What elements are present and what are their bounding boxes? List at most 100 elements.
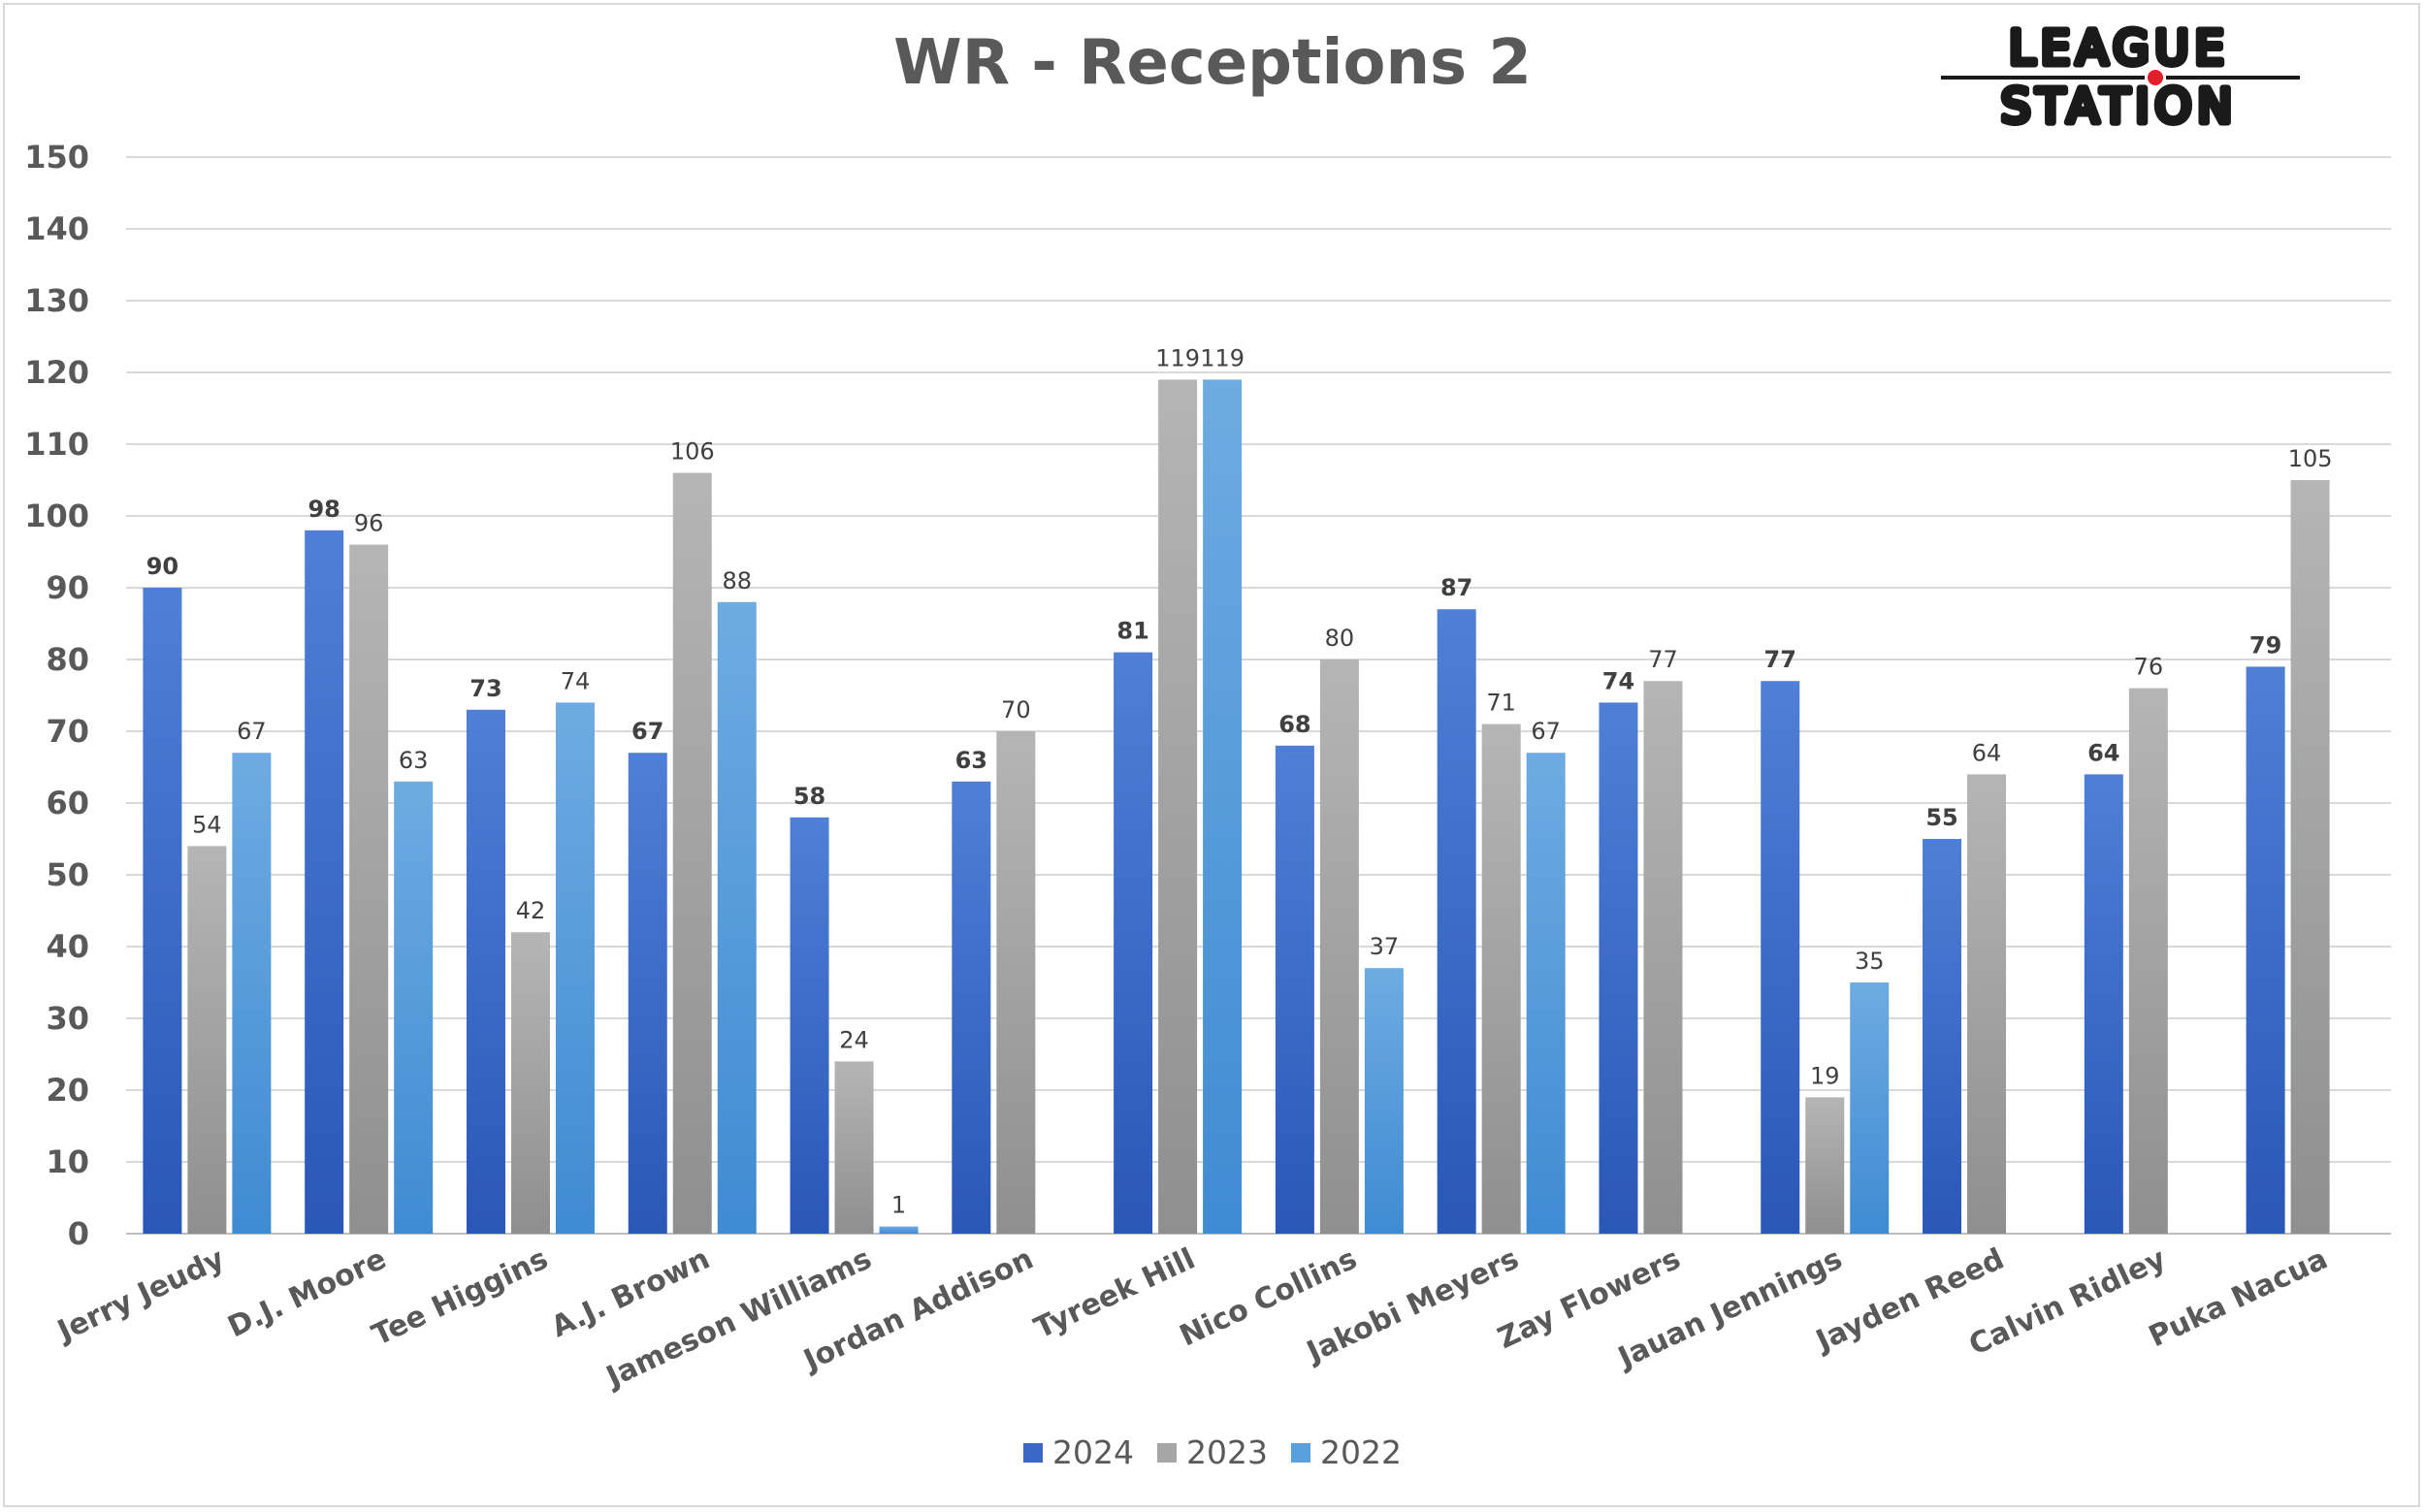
x-category-label: Tee Higgins (367, 1242, 553, 1353)
data-label-2024: 64 (2087, 739, 2119, 766)
bar-2024 (466, 709, 505, 1234)
legend-item-2023: 2023 (1157, 1433, 1268, 1471)
data-label-2022: 67 (237, 718, 267, 745)
y-tick-label: 20 (46, 1072, 89, 1109)
bar-2024 (1923, 839, 1962, 1234)
legend-label: 2022 (1319, 1433, 1402, 1471)
league-station-logo: LEAGUE STATION (1941, 21, 2300, 136)
y-tick-label: 150 (24, 139, 89, 176)
data-label-2024: 90 (146, 553, 178, 580)
y-tick-label: 120 (24, 354, 89, 391)
bar-2022 (1526, 753, 1566, 1234)
bar-2024 (1761, 681, 1800, 1234)
bar-2022 (717, 601, 757, 1234)
legend-swatch (1157, 1443, 1177, 1463)
bar-2023 (2290, 480, 2330, 1234)
data-label-2023: 76 (2134, 654, 2164, 681)
data-label-2023: 42 (516, 897, 546, 924)
data-label-2023: 19 (1810, 1062, 1840, 1089)
data-label-2023: 54 (192, 811, 222, 838)
legend-swatch (1023, 1443, 1044, 1463)
bars (143, 379, 2330, 1235)
bar-2023 (1319, 659, 1359, 1234)
data-label-2022: 63 (399, 747, 429, 774)
bar-2022 (879, 1226, 919, 1234)
y-tick-label: 70 (46, 713, 89, 750)
data-label-2022: 67 (1531, 718, 1561, 745)
bar-2024 (2084, 774, 2123, 1234)
legend: 2024 2023 2022 (0, 1433, 2425, 1471)
bar-2023 (187, 846, 227, 1234)
bar-2024 (143, 588, 182, 1234)
bar-2024 (628, 753, 667, 1234)
data-label-2023: 70 (1001, 696, 1031, 724)
data-label-2023: 96 (354, 510, 384, 537)
logo-line1: LEAGUE (2009, 21, 2230, 76)
y-axis-ticks: 0 10 20 30 40 50 60 70 80 90 100 110 120 130 140 150 (24, 139, 89, 1252)
bar-2023 (2128, 688, 2168, 1234)
y-tick-label: 140 (24, 210, 89, 247)
x-category-label: Jameson Williams (599, 1242, 877, 1396)
bar-2024 (2246, 666, 2285, 1234)
y-tick-label: 30 (46, 1000, 89, 1037)
bar-2023 (1643, 681, 1683, 1234)
data-label-2023: 77 (1648, 646, 1678, 673)
data-label-2022: 74 (561, 667, 591, 694)
data-label-2023: 24 (839, 1026, 869, 1053)
data-label-2024: 81 (1116, 618, 1148, 645)
data-label-2024: 68 (1278, 711, 1310, 738)
logo-line2: STATION (2001, 80, 2238, 134)
y-tick-label: 0 (68, 1215, 89, 1252)
logo-red-dot (2148, 70, 2163, 85)
bar-2022 (1203, 379, 1243, 1234)
bar-2022 (555, 702, 595, 1234)
data-label-2024: 58 (793, 783, 825, 810)
data-label-2023: 64 (1972, 739, 2002, 766)
legend-label: 2023 (1186, 1433, 1268, 1471)
legend-label: 2024 (1052, 1433, 1134, 1471)
logo-divider-left (1941, 76, 2145, 80)
data-label-2023: 71 (1486, 690, 1516, 717)
bar-2023 (672, 472, 712, 1235)
y-tick-label: 130 (24, 282, 89, 319)
y-tick-label: 110 (24, 426, 89, 463)
bar-2024 (1275, 745, 1314, 1234)
y-tick-label: 10 (46, 1143, 89, 1180)
legend-item-2022: 2022 (1290, 1433, 1402, 1471)
data-label-2022: 1 (891, 1192, 906, 1219)
bar-2023 (510, 932, 550, 1234)
x-category-label: Puka Nacua (2144, 1242, 2333, 1355)
logo-divider-right (2166, 76, 2300, 80)
legend-item-2024: 2024 (1023, 1433, 1134, 1471)
data-label-2022: 119 (1200, 344, 1245, 371)
y-tick-label: 90 (46, 569, 89, 606)
y-tick-label: 60 (46, 785, 89, 821)
bar-2022 (1364, 968, 1404, 1234)
y-tick-label: 40 (46, 928, 89, 965)
y-tick-label: 100 (24, 498, 89, 534)
data-label-2024: 63 (955, 747, 987, 774)
data-label-2023: 106 (670, 438, 715, 466)
bar-2023 (1158, 379, 1198, 1234)
y-tick-label: 80 (46, 641, 89, 678)
data-label-2024: 73 (469, 675, 501, 702)
bar-2023 (1805, 1097, 1845, 1234)
bar-2024 (1599, 702, 1638, 1234)
bar-2023 (349, 544, 389, 1234)
chart-title: WR - Receptions 2 (893, 27, 1532, 99)
bar-2024 (1114, 652, 1153, 1234)
data-label-2023: 105 (2288, 445, 2333, 472)
x-category-label: Jerry Jeudy (51, 1241, 231, 1349)
data-label-2023: 119 (1155, 344, 1200, 371)
data-label-2022: 35 (1855, 948, 1885, 975)
x-category-label: D.J. Moore (223, 1242, 392, 1345)
data-label-2024: 67 (631, 718, 663, 745)
data-label-2024: 74 (1602, 667, 1634, 694)
legend-swatch (1290, 1443, 1310, 1463)
bar-2023 (1967, 774, 2007, 1234)
bar-2023 (1481, 724, 1521, 1234)
y-tick-label: 50 (46, 856, 89, 893)
data-label-2024: 98 (307, 496, 340, 523)
